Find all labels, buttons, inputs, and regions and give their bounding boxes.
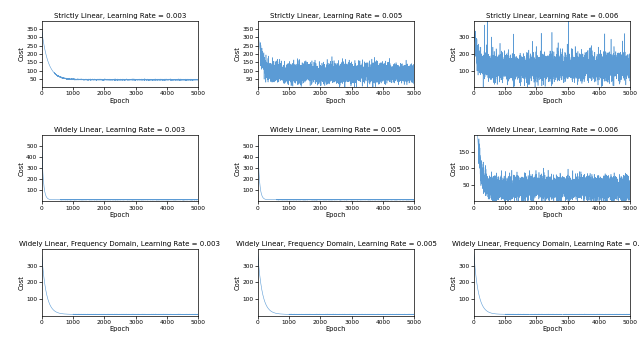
X-axis label: Epoch: Epoch [542, 326, 563, 332]
Title: Widely Linear, Frequency Domain, Learning Rate = 0.005: Widely Linear, Frequency Domain, Learnin… [236, 241, 436, 247]
Title: Strictly Linear, Learning Rate = 0.005: Strictly Linear, Learning Rate = 0.005 [270, 13, 402, 19]
X-axis label: Epoch: Epoch [109, 98, 130, 104]
Title: Widely Linear, Learning Rate = 0.006: Widely Linear, Learning Rate = 0.006 [486, 127, 618, 133]
Title: Widely Linear, Learning Rate = 0.003: Widely Linear, Learning Rate = 0.003 [54, 127, 186, 133]
X-axis label: Epoch: Epoch [109, 212, 130, 218]
X-axis label: Epoch: Epoch [542, 98, 563, 104]
X-axis label: Epoch: Epoch [109, 326, 130, 332]
X-axis label: Epoch: Epoch [326, 326, 346, 332]
Title: Strictly Linear, Learning Rate = 0.006: Strictly Linear, Learning Rate = 0.006 [486, 13, 618, 19]
Y-axis label: Cost: Cost [19, 161, 25, 176]
Y-axis label: Cost: Cost [19, 275, 25, 290]
Y-axis label: Cost: Cost [451, 161, 457, 176]
Title: Widely Linear, Learning Rate = 0.005: Widely Linear, Learning Rate = 0.005 [271, 127, 401, 133]
Title: Widely Linear, Frequency Domain, Learning Rate = 0.003: Widely Linear, Frequency Domain, Learnin… [19, 241, 220, 247]
Title: Strictly Linear, Learning Rate = 0.003: Strictly Linear, Learning Rate = 0.003 [54, 13, 186, 19]
Title: Widely Linear, Frequency Domain, Learning Rate = 0.006: Widely Linear, Frequency Domain, Learnin… [452, 241, 640, 247]
Y-axis label: Cost: Cost [19, 47, 25, 61]
X-axis label: Epoch: Epoch [542, 212, 563, 218]
Y-axis label: Cost: Cost [235, 275, 241, 290]
X-axis label: Epoch: Epoch [326, 212, 346, 218]
Y-axis label: Cost: Cost [451, 275, 457, 290]
Y-axis label: Cost: Cost [235, 47, 241, 61]
Y-axis label: Cost: Cost [235, 161, 241, 176]
X-axis label: Epoch: Epoch [326, 98, 346, 104]
Y-axis label: Cost: Cost [451, 47, 457, 61]
